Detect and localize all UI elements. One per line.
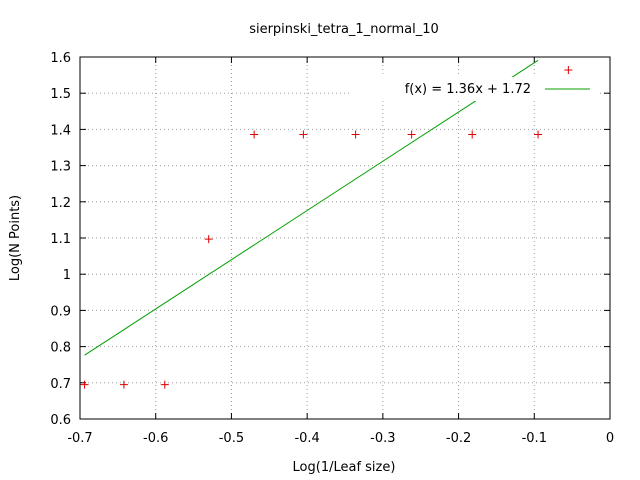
y-tick-label: 0.7 <box>50 377 71 392</box>
data-point <box>80 380 89 389</box>
data-point <box>407 130 416 139</box>
x-tick-label: 0 <box>606 431 614 446</box>
data-point <box>564 66 573 75</box>
data-point <box>468 130 477 139</box>
x-tick-label: -0.2 <box>446 431 471 446</box>
fit-series <box>84 59 539 356</box>
x-axis-label: Log(1/Leaf size) <box>293 460 396 475</box>
data-point <box>299 130 308 139</box>
x-tick-label: -0.3 <box>370 431 395 446</box>
data-point <box>250 130 259 139</box>
x-tick-label: -0.5 <box>219 431 244 446</box>
y-tick-label: 1.4 <box>50 123 71 138</box>
x-axis: -0.7 -0.6 -0.5 -0.4 -0.3 -0.2 -0.1 0 <box>67 57 614 446</box>
y-axis-label: Log(N Points) <box>8 195 23 281</box>
chart-title: sierpinski_tetra_1_normal_10 <box>249 22 439 37</box>
y-tick-label: 0.9 <box>50 304 71 319</box>
x-tick-label: -0.6 <box>143 431 168 446</box>
y-tick-label: 1.3 <box>50 160 71 175</box>
data-point <box>160 380 169 389</box>
y-tick-label: 1 <box>63 268 71 283</box>
y-tick-label: 0.6 <box>50 413 71 428</box>
y-tick-label: 1.2 <box>50 196 71 211</box>
data-point <box>351 130 360 139</box>
fit-line <box>84 59 539 356</box>
scatter-series <box>80 66 573 389</box>
x-tick-label: -0.4 <box>294 431 319 446</box>
y-tick-label: 1.6 <box>50 51 71 66</box>
plot-frame <box>79 56 611 420</box>
data-point <box>119 380 128 389</box>
legend: f(x) = 1.36x + 1.72 <box>350 77 600 101</box>
y-tick-label: 1.1 <box>50 232 71 247</box>
x-tick-label: -0.1 <box>522 431 547 446</box>
data-point <box>204 235 213 244</box>
y-axis: 0.6 0.7 0.8 0.9 1 1.1 1.2 1.3 1.4 1.5 1.6 <box>50 51 610 428</box>
y-tick-label: 0.8 <box>50 341 71 356</box>
data-point <box>534 130 543 139</box>
y-tick-label: 1.5 <box>50 87 71 102</box>
grid <box>80 57 610 419</box>
legend-fit-label: f(x) = 1.36x + 1.72 <box>405 82 531 97</box>
x-tick-label: -0.7 <box>67 431 92 446</box>
